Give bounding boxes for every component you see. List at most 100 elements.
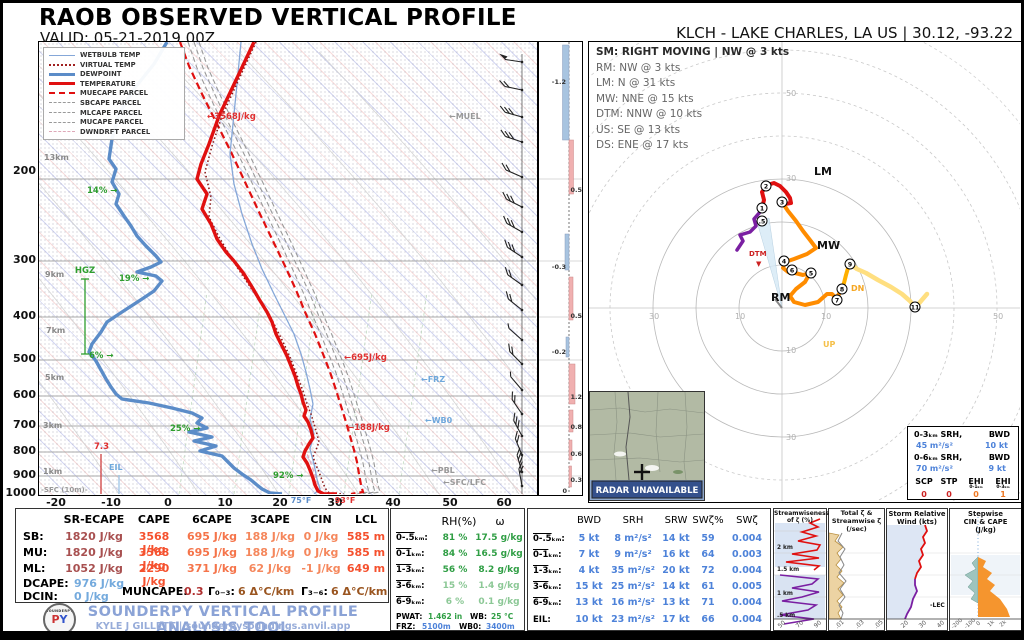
cell: 3568 J/kg — [138, 546, 170, 572]
layer-suffix: ₖₘ: — [548, 550, 562, 560]
layer-suffix: ₖₘ: — [548, 582, 562, 592]
mucape-line-sample — [49, 121, 75, 123]
frz-value: 5100m — [422, 622, 451, 631]
panel-stepwise: Stepwise CIN & CAPE (J/kg) -200 -100 0 1k … — [949, 508, 1021, 631]
swzeta-value: 0.004 — [731, 597, 763, 608]
legend-label: MUECAPE PARCEL — [80, 89, 148, 98]
swzeta-value: 0.004 — [731, 565, 763, 576]
stepwise-cin-area — [964, 556, 979, 604]
temp-tick: -10 — [101, 496, 121, 509]
cell: 2290 J/kg — [138, 562, 170, 588]
legend-item: MUECAPE PARCEL — [49, 89, 179, 99]
srw-fill — [887, 525, 927, 619]
table-row: 6-9ₖₘ: 6 % 0.1 g/kg — [391, 597, 523, 607]
legend-label: DWNDRFT PARCEL — [80, 127, 151, 136]
dcape-value: 976 J/kg — [74, 577, 125, 590]
wetbulb-curve — [229, 42, 321, 494]
height-label: 3km — [43, 421, 63, 430]
legend-item: VIRTUAL TEMP — [49, 61, 179, 71]
sbcape-parcel-curve — [187, 42, 370, 494]
rh-annotation: 6% → — [89, 351, 114, 361]
cell: 371 J/kg — [186, 562, 238, 575]
svg-text:1.5 km: 1.5 km — [777, 567, 799, 573]
mixing-ratio-value: 0.1 g/kg — [478, 597, 520, 607]
sfc-lfc-annotation: ←SFC/LFC — [443, 478, 486, 487]
swzeta-pct-value: 64 — [701, 549, 715, 560]
legend-label: TEMPERATURE — [80, 79, 136, 88]
layer-range: 3-6 — [396, 581, 412, 591]
temp-axis: -20 -10 0 10 20 30 40 50 60 75°F 93°F — [38, 496, 538, 509]
dry-adiabats — [39, 51, 536, 494]
streamwiseness-plot: 2 km 1.5 km 1 km .5 km — [774, 518, 826, 625]
layer-range: 6-9 — [533, 598, 549, 608]
bwd-value: 4 kt — [578, 565, 600, 576]
panel-srw: Storm Relative Wind (kts) -LEC 20 30 40 — [886, 508, 948, 631]
cape3-annotation: ←188J/kg — [347, 423, 390, 433]
bwd-value: 10 kt — [575, 614, 603, 625]
svg-text:10: 10 — [821, 312, 831, 321]
temp-tick: 20 — [272, 496, 288, 509]
svg-text:11: 11 — [911, 305, 920, 312]
rh-annotation: 25% → — [170, 424, 200, 434]
sbcape-line-sample — [49, 102, 75, 104]
hodograph-rings — [589, 42, 1020, 501]
layer-range: 0-.5 — [396, 533, 415, 543]
mixing-ratio-value: 8.2 g/kg — [478, 565, 520, 575]
swzeta-pct-value: 71 — [701, 597, 715, 608]
layer-suffix: ₖₘ: — [414, 533, 428, 543]
isobar-lines — [39, 178, 536, 477]
svg-text:0: 0 — [562, 487, 567, 494]
col-header: SWζ — [736, 515, 758, 526]
row-label: SB: — [23, 530, 44, 543]
legend-item: WETBULB TEMP — [49, 51, 179, 61]
ehi03-sub: 0-3ₖₘ — [996, 485, 1010, 490]
svg-text:30: 30 — [649, 312, 659, 321]
state-border — [625, 392, 631, 481]
skewt-panel: HGZ 7.3 EIL 14% → 19% → 6% → 25% → 92% →… — [38, 41, 538, 496]
cell: 695 J/kg — [186, 530, 238, 543]
svg-text:30: 30 — [786, 174, 796, 183]
svg-text:1 km: 1 km — [777, 591, 793, 597]
streamwiseness-lower-line — [779, 574, 820, 625]
legend-label: SBCAPE PARCEL — [80, 98, 142, 107]
storm-motion-item: MW: NNE @ 15 kts — [596, 92, 694, 105]
moisture-table: RH(%) ω 0-.5ₖₘ: 81 % 17.5 g/kg 0-1ₖₘ: 84… — [390, 508, 525, 631]
bwd-0-3-value: 10 kt — [984, 441, 1008, 450]
panel-title: Total ζ & Streamwise ζ (/sec) — [831, 509, 882, 533]
layer-suffix: ₖₘ: — [411, 549, 425, 559]
swzeta-pct-value: 66 — [701, 614, 715, 625]
muecape-parcel-curve — [178, 42, 365, 494]
omega-bars — [562, 44, 576, 488]
pressure-tick: 900 — [13, 468, 36, 481]
rh-value: 84 % — [442, 549, 468, 559]
wb-value: 25 °C — [491, 612, 514, 621]
cell: 1820 J/kg — [65, 530, 123, 543]
surface-temp-f: 93°F — [334, 496, 356, 505]
ehi01-value: 0 — [973, 490, 979, 499]
legend-item: SBCAPE PARCEL — [49, 99, 179, 109]
storm-motion-list: SM: RIGHT MOVING | NW @ 3 kts RM: NW @ 3… — [596, 46, 789, 155]
srh-value: 9 m²/s² — [614, 549, 652, 560]
hodograph-plot: 50 30 10 30 30 10 10 50 .5 1 2 — [589, 42, 1020, 501]
temp-tick: 30 — [327, 496, 343, 509]
pressure-axis: 200 300 400 500 600 700 800 900 1000 — [5, 41, 36, 499]
pwat-value: 1.462 in — [428, 612, 463, 621]
swzeta-value: 0.004 — [731, 533, 763, 544]
svg-text:0.5: 0.5 — [571, 186, 583, 194]
pwat-label: PWAT: — [396, 612, 423, 621]
srw-lower-line — [904, 579, 918, 620]
swzeta-value: 0.005 — [731, 581, 763, 592]
storm-motion-item: US: SE @ 13 kts — [596, 123, 681, 136]
streamwise-zeta-line — [837, 532, 847, 620]
cell: 1052 J/kg — [65, 562, 123, 575]
muecape-line-sample — [49, 92, 75, 95]
svg-text:.5: .5 — [759, 219, 766, 226]
wb-label: WB: — [470, 612, 487, 621]
srh-0-3-label: 0-3ₖₘ SRH, — [914, 430, 963, 439]
wind-barbs — [498, 47, 535, 494]
col-header: 6CAPE — [192, 513, 232, 526]
bwd-value: 13 kt — [575, 597, 603, 608]
svg-text:-0.2: -0.2 — [552, 348, 566, 356]
temp-tick: 10 — [217, 496, 233, 509]
